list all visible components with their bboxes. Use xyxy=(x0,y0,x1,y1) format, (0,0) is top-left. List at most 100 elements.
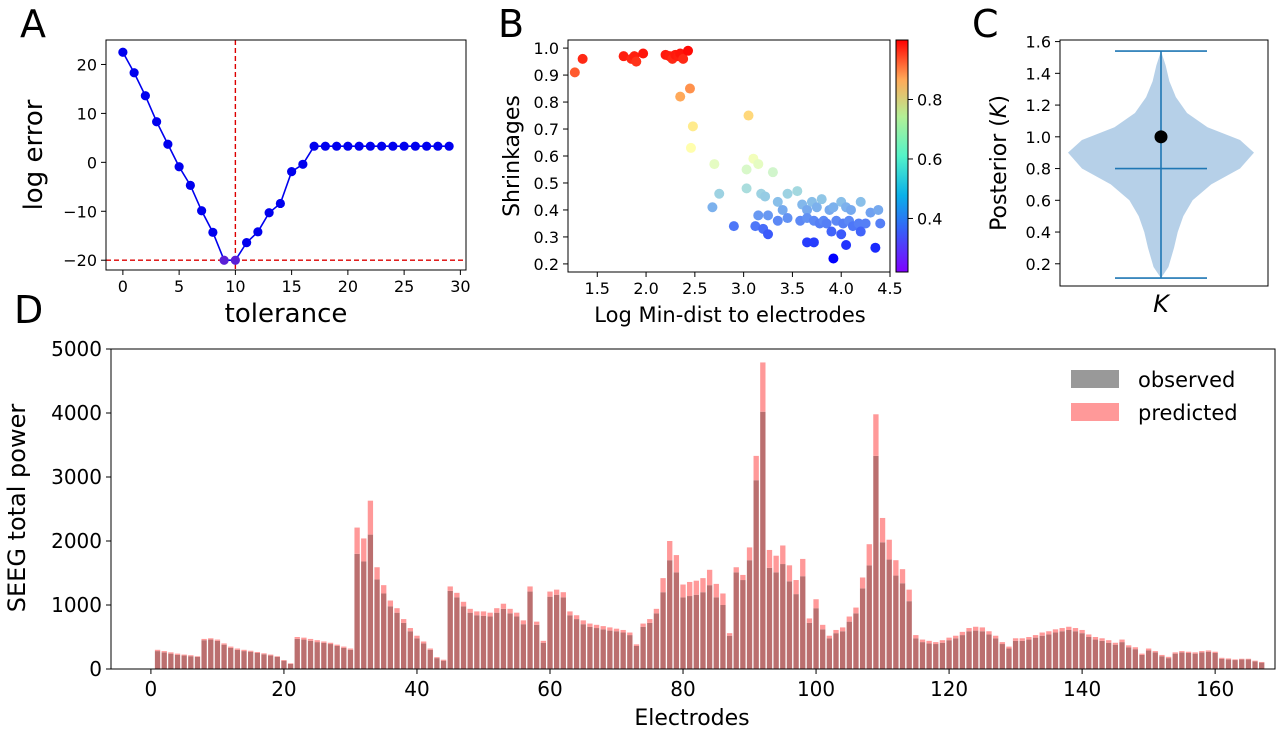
panel-d-bar-overlap xyxy=(1126,647,1132,669)
panel-b-x-tick-label: 3.0 xyxy=(731,279,756,298)
panel-letter-c: C xyxy=(972,2,999,46)
panel-d-bar-overlap xyxy=(467,612,473,669)
panel-d-bar-overlap xyxy=(613,631,620,669)
panel-b-y-tick-label: 0.5 xyxy=(534,174,559,193)
panel-d-bar-overlap xyxy=(806,622,813,669)
panel-a-y-tick-label: −10 xyxy=(63,202,97,221)
panel-d-bar-overlap xyxy=(487,616,493,669)
panel-a-point xyxy=(174,162,184,172)
panel-b-scatter-chart: 1.5 2.0 2.5 3.0 3.5 4.0 4.5 0.2 0.3 0.4 0.5 0.6 0.7 0… xyxy=(500,39,942,327)
panel-d-bar-overlap xyxy=(507,613,513,669)
panel-d-bar-predicted xyxy=(1192,652,1198,654)
panel-a-point xyxy=(230,255,240,265)
panel-b-point xyxy=(811,202,822,213)
panel-d-bar-predicted xyxy=(168,652,174,654)
panel-d-bar-overlap xyxy=(188,656,194,669)
panel-d-bar-predicted xyxy=(607,627,613,631)
panel-d-bar-predicted xyxy=(447,586,453,591)
panel-d-bar-predicted xyxy=(667,541,673,561)
panel-c-y-label-suffix: ) xyxy=(987,95,1012,104)
panel-b-point xyxy=(782,213,793,224)
panel-d-bar-overlap xyxy=(766,567,773,669)
panel-d-bar-overlap xyxy=(567,615,573,669)
panel-d-bar-overlap xyxy=(1219,658,1225,669)
panel-d-bar-predicted xyxy=(1159,654,1165,657)
panel-d-bar-predicted xyxy=(813,599,819,609)
panel-d-bar-predicted xyxy=(460,601,467,607)
panel-a-y-tick-label: 10 xyxy=(77,104,97,123)
panel-d-bar-predicted xyxy=(407,628,413,632)
panel-a-y-tick-label: 20 xyxy=(77,55,97,74)
panel-d-bar-predicted xyxy=(201,638,207,641)
panel-d-bar-predicted xyxy=(1032,635,1039,638)
panel-d-bar-predicted xyxy=(687,581,693,597)
panel-d-bar-overlap xyxy=(667,560,673,669)
panel-d-bar-predicted xyxy=(627,632,633,636)
panel-d-bar-overlap xyxy=(1099,640,1105,669)
panel-d-bar-predicted xyxy=(387,600,394,607)
panel-d-bar-predicted xyxy=(1112,642,1119,645)
panel-d-y-tick-label: 4000 xyxy=(51,401,102,425)
panel-d-bar-predicted xyxy=(1079,629,1085,634)
panel-a-point xyxy=(197,206,207,216)
panel-d-bar-predicted xyxy=(307,638,314,641)
panel-a-point xyxy=(208,227,218,237)
panel-d-bar-overlap xyxy=(853,613,859,669)
panel-d-bar-predicted xyxy=(1066,626,1072,630)
panel-d-bar-overlap xyxy=(899,583,906,669)
panel-a-point xyxy=(185,180,195,190)
panel-d-bar-overlap xyxy=(893,575,899,669)
panel-d-bar-overlap xyxy=(653,613,660,669)
panel-a-point xyxy=(275,198,285,209)
panel-d-bar-overlap xyxy=(839,631,846,669)
panel-d-bar-overlap xyxy=(773,572,779,669)
panel-d-bar-overlap xyxy=(753,480,759,669)
panel-d-bar-predicted xyxy=(773,555,779,573)
panel-d-bar-overlap xyxy=(420,643,427,669)
panel-d-bar-overlap xyxy=(1132,649,1138,669)
panel-d-x-tick-label: 80 xyxy=(670,677,695,701)
panel-d-bar-overlap xyxy=(973,630,979,669)
panel-b-point xyxy=(577,53,588,64)
panel-d-bar-predicted xyxy=(1039,632,1045,636)
panel-d-bar-predicted xyxy=(1225,658,1232,660)
panel-b-point xyxy=(638,48,649,59)
panel-d-bar-predicted xyxy=(946,637,952,641)
panel-c-point xyxy=(1154,130,1168,144)
panel-d-bar-overlap xyxy=(248,651,254,669)
panel-d-bar-predicted xyxy=(926,640,932,644)
panel-b-y-tick-label: 0.3 xyxy=(534,228,559,247)
panel-b-point xyxy=(763,210,774,221)
panel-d-bar-predicted xyxy=(1006,646,1012,649)
panel-d-bar-predicted xyxy=(1059,628,1065,632)
panel-b-point xyxy=(855,196,866,207)
panel-d-bar-overlap xyxy=(367,534,374,669)
panel-d-bar-overlap xyxy=(440,660,447,669)
panel-d-bar-overlap xyxy=(354,553,360,669)
panel-d-bar-overlap xyxy=(1119,642,1125,669)
panel-d-bar-overlap xyxy=(1026,639,1032,669)
panel-d-bar-predicted xyxy=(1245,658,1252,660)
panel-d-bar-predicted xyxy=(1072,628,1079,632)
panel-d-bar-overlap xyxy=(281,660,287,669)
panel-d-bar-predicted xyxy=(354,527,360,554)
panel-a-point xyxy=(298,159,308,169)
panel-d-bar-predicted xyxy=(973,626,979,631)
panel-d-bar-overlap xyxy=(999,644,1005,669)
panel-d-y-label: SEEG total power xyxy=(3,404,31,613)
panel-a-x-tick-label: 25 xyxy=(394,277,414,296)
panel-d-bar-overlap xyxy=(713,597,719,669)
panel-d-bar-predicted xyxy=(208,638,214,640)
panel-d-bar-chart: 0 20 40 60 80 100 120 140 160 0 1000 2000 3000 4000 50… xyxy=(3,337,1276,731)
panel-d-bar-overlap xyxy=(720,605,726,669)
panel-d-bar-overlap xyxy=(267,655,274,669)
panel-d-bar-predicted xyxy=(1012,638,1019,641)
panel-d-bar-overlap xyxy=(680,597,686,669)
panel-a-point xyxy=(253,227,263,237)
panel-d-bar-overlap xyxy=(786,581,793,669)
panel-b-point xyxy=(741,164,752,175)
panel-d-bar-predicted xyxy=(248,650,254,652)
panel-d-bar-predicted xyxy=(733,567,739,573)
panel-b-point xyxy=(772,196,783,207)
panel-b-point xyxy=(763,229,774,240)
